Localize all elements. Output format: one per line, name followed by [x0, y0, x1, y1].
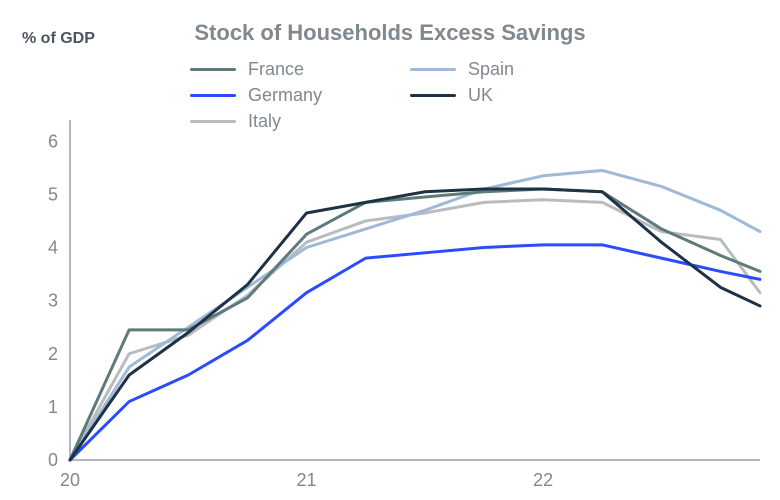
y-tick-label: 4	[48, 238, 58, 258]
legend-label: Germany	[248, 85, 322, 106]
x-tick-label: 21	[297, 470, 317, 490]
y-tick-label: 1	[48, 397, 58, 417]
legend-swatch-icon	[410, 68, 456, 71]
chart-title: Stock of Households Excess Savings	[0, 20, 780, 46]
legend-swatch-icon	[190, 94, 236, 97]
y-axis-label: % of GDP	[22, 30, 95, 48]
series-line-germany	[70, 245, 760, 460]
plot-area: 0 1 2 3 4 5 6 20 21 22	[30, 120, 780, 500]
y-tick-label: 3	[48, 291, 58, 311]
legend-item-germany: Germany	[190, 82, 410, 108]
y-tick-label: 5	[48, 184, 58, 204]
x-tick-label: 20	[60, 470, 80, 490]
legend-item-spain: Spain	[410, 56, 630, 82]
legend-swatch-icon	[190, 68, 236, 71]
legend-item-france: France	[190, 56, 410, 82]
y-tick-label: 2	[48, 344, 58, 364]
legend-swatch-icon	[410, 94, 456, 97]
y-tick-label: 0	[48, 450, 58, 470]
x-tick-label: 22	[533, 470, 553, 490]
legend-label: Spain	[468, 59, 514, 80]
legend-label: UK	[468, 85, 493, 106]
chart-container: Stock of Households Excess Savings % of …	[0, 0, 780, 500]
legend-label: France	[248, 59, 304, 80]
y-tick-label: 6	[48, 131, 58, 151]
series-line-spain	[70, 170, 760, 460]
legend-item-uk: UK	[410, 82, 630, 108]
